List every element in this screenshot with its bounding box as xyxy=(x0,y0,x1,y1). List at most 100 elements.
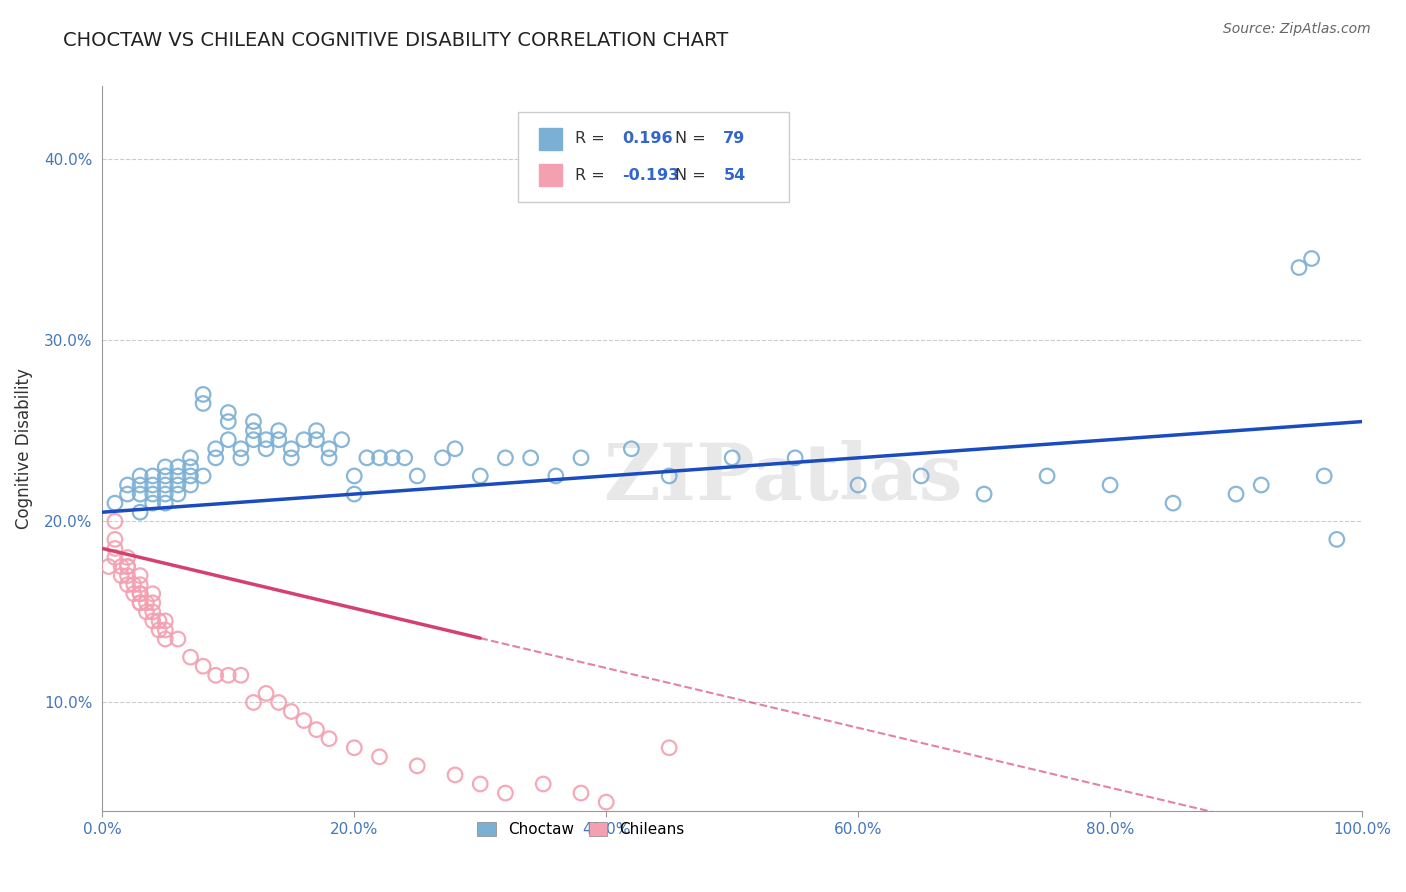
Point xyxy=(1326,533,1348,547)
Point xyxy=(155,623,177,637)
Point xyxy=(519,450,541,465)
Point xyxy=(142,487,165,501)
Point xyxy=(318,731,340,746)
Text: R =: R = xyxy=(575,131,610,146)
Point xyxy=(1099,478,1122,492)
Point xyxy=(432,450,454,465)
Point xyxy=(117,577,139,591)
Point xyxy=(217,415,239,429)
Point xyxy=(179,469,201,483)
Point xyxy=(544,469,567,483)
Point xyxy=(1250,478,1272,492)
Y-axis label: Cognitive Disability: Cognitive Disability xyxy=(15,368,32,529)
Point xyxy=(155,478,177,492)
Point xyxy=(179,450,201,465)
Text: 79: 79 xyxy=(723,131,745,146)
Text: CHOCTAW VS CHILEAN COGNITIVE DISABILITY CORRELATION CHART: CHOCTAW VS CHILEAN COGNITIVE DISABILITY … xyxy=(63,31,728,50)
Text: Source: ZipAtlas.com: Source: ZipAtlas.com xyxy=(1223,22,1371,37)
Point xyxy=(280,705,302,719)
Point xyxy=(1288,260,1310,275)
Text: 0.196: 0.196 xyxy=(623,131,673,146)
Point xyxy=(167,478,190,492)
Point xyxy=(254,442,277,456)
Point xyxy=(179,478,201,492)
Point xyxy=(155,487,177,501)
FancyBboxPatch shape xyxy=(517,112,789,202)
Point xyxy=(305,433,328,447)
Point xyxy=(620,442,643,456)
Point xyxy=(122,577,145,591)
Point xyxy=(343,469,366,483)
Point xyxy=(129,487,152,501)
Point xyxy=(179,650,201,665)
Point xyxy=(368,450,391,465)
Legend: Choctaw, Chileans: Choctaw, Chileans xyxy=(471,816,690,844)
Point xyxy=(444,768,467,782)
Point xyxy=(217,405,239,419)
Point xyxy=(242,415,264,429)
Point xyxy=(292,433,315,447)
Point xyxy=(1225,487,1247,501)
Point xyxy=(721,450,744,465)
Point xyxy=(381,450,404,465)
Point xyxy=(104,550,127,565)
Point xyxy=(117,559,139,574)
Point xyxy=(179,459,201,474)
Point xyxy=(242,424,264,438)
Point xyxy=(229,442,252,456)
Point xyxy=(318,442,340,456)
Point xyxy=(267,433,290,447)
Text: -0.193: -0.193 xyxy=(623,168,681,183)
Text: N =: N = xyxy=(675,168,711,183)
Point xyxy=(254,686,277,700)
Point xyxy=(785,450,807,465)
Point xyxy=(242,433,264,447)
Point xyxy=(406,469,429,483)
Point xyxy=(129,577,152,591)
Point xyxy=(129,568,152,582)
Point xyxy=(129,505,152,519)
Point xyxy=(135,605,157,619)
Point xyxy=(142,605,165,619)
Point xyxy=(167,469,190,483)
Text: 54: 54 xyxy=(723,168,745,183)
Point xyxy=(142,614,165,628)
Point xyxy=(204,442,226,456)
Point xyxy=(191,469,214,483)
Point xyxy=(356,450,378,465)
Point xyxy=(155,614,177,628)
Point xyxy=(129,469,152,483)
Point xyxy=(148,614,170,628)
Point xyxy=(217,433,239,447)
Point xyxy=(470,777,492,791)
Point xyxy=(148,623,170,637)
Point xyxy=(229,668,252,682)
Point xyxy=(280,450,302,465)
Point xyxy=(167,632,190,646)
Point xyxy=(155,632,177,646)
Point xyxy=(368,749,391,764)
Point xyxy=(910,469,932,483)
Point xyxy=(167,487,190,501)
Point xyxy=(444,442,467,456)
Point xyxy=(142,587,165,601)
Point xyxy=(129,587,152,601)
Point xyxy=(110,559,132,574)
Point xyxy=(191,659,214,673)
Point xyxy=(97,559,120,574)
Point xyxy=(292,714,315,728)
Point xyxy=(318,450,340,465)
Point xyxy=(494,786,516,800)
Point xyxy=(569,450,592,465)
Point xyxy=(191,387,214,401)
Point xyxy=(1161,496,1184,510)
Point xyxy=(204,450,226,465)
Point xyxy=(110,568,132,582)
Point xyxy=(129,596,152,610)
Point xyxy=(305,424,328,438)
Point xyxy=(267,696,290,710)
Point xyxy=(595,795,617,809)
Point xyxy=(117,559,139,574)
Point xyxy=(267,424,290,438)
Point xyxy=(343,487,366,501)
